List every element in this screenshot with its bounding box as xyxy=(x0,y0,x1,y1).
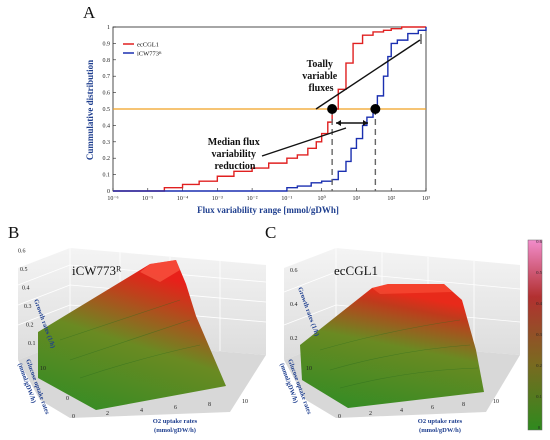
x-tick-label: 10⁻⁵ xyxy=(142,196,153,202)
surface-contours xyxy=(319,319,479,389)
x-tick-label: 6 xyxy=(431,405,434,411)
surface-peak-highlight xyxy=(140,260,180,282)
colorbar-ticks: 0 0.1 0.2 0.3 0.4 0.5 0.6 xyxy=(536,239,542,430)
arrow-head-right xyxy=(363,120,368,126)
x-axis-title: Flux variability range [mmol/gDWh] xyxy=(197,205,339,215)
y-tick-label: 0.4 xyxy=(103,123,111,129)
growth-surface xyxy=(300,284,484,408)
x-axis-title-line1: O2 uptake rates xyxy=(153,418,198,425)
x-tick-label: 10⁻³ xyxy=(212,196,223,202)
legend: ecCGL1 iCW773ᴿ xyxy=(123,42,162,58)
colorbar: 0 0.1 0.2 0.3 0.4 0.5 0.6 xyxy=(527,239,543,431)
x-tick-label: 2 xyxy=(369,411,372,417)
z-tick-label: 0.3 xyxy=(24,304,32,310)
reduction-pointer-line xyxy=(261,127,347,157)
x-axis-ticks: 10⁻⁶ 10⁻⁵ 10⁻⁴ 10⁻³ 10⁻² 10⁻¹ 10⁰ 10¹ 10² 10³ xyxy=(107,188,430,202)
panel-letter-c: C xyxy=(265,223,276,242)
surface-plot-icw773r: 0.10.20.30.40.50.6 0 2 4 6 8 10 0 10 iCW773ᴿ … xyxy=(16,248,267,434)
arrow-head-left xyxy=(336,120,341,126)
x-axis-title-line1: O2 uptake rates xyxy=(418,418,463,425)
x-tick-label: 2 xyxy=(106,411,109,417)
x-axis-title-line2: (mmol/gDW/h) xyxy=(154,427,196,434)
y-tick-label: 0 xyxy=(107,189,110,195)
colorbar-tick-label: 0.6 xyxy=(536,239,542,244)
y-tick-label: 0.8 xyxy=(103,58,111,64)
y-tick-label: 0.7 xyxy=(103,74,111,80)
variable-fluxes-pointer-line xyxy=(315,39,421,110)
z-tick-label: 0.6 xyxy=(18,249,26,255)
colorbar-tick-label: 0.3 xyxy=(536,332,542,337)
x-tick-label: 10² xyxy=(387,196,395,202)
z-tick-label: 0.1 xyxy=(28,341,36,347)
y-tick-label: 0.3 xyxy=(103,140,111,146)
cumulative-distribution-chart: 00.10.20.30.40.50.60.70.80.91 10⁻⁶ 10⁻⁵ 10… xyxy=(85,25,430,215)
surface-title-icw773r: iCW773ᴿ xyxy=(72,263,122,278)
x-tick-label: 10¹ xyxy=(353,196,361,202)
x-tick-label: 8 xyxy=(462,402,465,408)
surface-plateau-highlight xyxy=(372,284,452,294)
panel-letter-a: A xyxy=(83,3,96,22)
x-tick-label: 8 xyxy=(208,402,211,408)
y-tick-label: 0.1 xyxy=(103,173,111,179)
y-tick-10: 10 xyxy=(306,366,312,372)
x-tick-label: 10 xyxy=(242,399,248,405)
annotation-median-reduction: Median flux variability reduction xyxy=(208,137,262,172)
surface-title-ecCGL1: ecCGL1 xyxy=(334,263,378,278)
z-tick-label: 0.4 xyxy=(22,286,30,292)
y-tick-label: 0.6 xyxy=(103,91,111,97)
x-axis-title-line2: (mmol/gDW/h) xyxy=(419,427,461,434)
median-drop-lines xyxy=(331,109,377,191)
series-line-iCW773 xyxy=(113,27,427,192)
y-tick-label: 0.9 xyxy=(103,41,111,47)
y-axis-title: Cummulative distribution xyxy=(85,60,95,160)
z-axis-ticks: 0.2 0.4 0.6 xyxy=(290,268,298,342)
surface-contours xyxy=(59,299,201,379)
y-axis-ticks: 0 0.1 0.2 0.3 0.4 0.5 0.6 0.7 0.8 0.9 1 xyxy=(103,25,116,195)
series-line-ecCGL1 xyxy=(113,26,426,192)
annotation-variable-fluxes: Toally variable fluxes xyxy=(302,59,340,94)
z-tick-label: 0.4 xyxy=(290,302,298,308)
median-point xyxy=(370,104,381,114)
x-tick-label: 10⁻² xyxy=(247,196,258,202)
x-tick-label: 10⁻¹ xyxy=(281,196,292,202)
colorbar-tick-label: 0.5 xyxy=(536,270,542,275)
colorbar-tick-label: 0.2 xyxy=(536,363,542,368)
y-tick-label: 1 xyxy=(107,25,110,31)
z-tick-label: 0.2 xyxy=(26,323,34,329)
x-tick-label: 10⁻⁶ xyxy=(107,196,118,202)
legend-label-iCW773R: iCW773ᴿ xyxy=(137,51,162,58)
surface-plot-ecCGL1: 0.20.40.6 0 2 4 6 8 10 10 ecCGL1 Growth rates… xyxy=(278,248,521,434)
x-tick-label: 10⁻⁴ xyxy=(177,196,188,202)
series-lines xyxy=(113,26,427,192)
y-tick-label: 0.5 xyxy=(103,107,111,113)
z-tick-label: 0.5 xyxy=(20,267,28,273)
colorbar-tick-label: 0 xyxy=(538,425,541,430)
growth-surface xyxy=(38,260,226,410)
median-point xyxy=(327,104,338,114)
x-axis-ticks: 0 2 4 6 8 10 xyxy=(338,399,499,420)
y-tick-0: 0 xyxy=(66,396,69,402)
y-tick-10: 10 xyxy=(40,366,46,372)
x-tick-label: 10⁰ xyxy=(317,195,326,202)
z-tick-label: 0.6 xyxy=(290,268,298,274)
legend-label-ecCGL1: ecCGL1 xyxy=(137,42,159,49)
x-tick-label: 0 xyxy=(338,414,341,420)
z-axis-ticks: 0.1 0.2 0.3 0.4 0.5 0.6 xyxy=(18,249,36,348)
y-tick-label: 0.2 xyxy=(103,156,111,162)
median-points xyxy=(327,104,381,114)
x-axis-ticks: 0 2 4 6 8 10 xyxy=(72,399,248,420)
x-tick-label: 6 xyxy=(174,405,177,411)
z-tick-label: 0.2 xyxy=(290,336,298,342)
x-tick-label: 4 xyxy=(140,408,143,414)
panel-letter-b: B xyxy=(8,223,19,242)
colorbar-tick-label: 0.1 xyxy=(536,394,542,399)
x-tick-label: 4 xyxy=(400,408,403,414)
x-tick-label: 10³ xyxy=(422,196,430,202)
x-tick-label: 10 xyxy=(493,399,499,405)
colorbar-gradient xyxy=(527,239,543,431)
x-tick-label: 0 xyxy=(72,414,75,420)
colorbar-tick-label: 0.4 xyxy=(536,301,542,306)
